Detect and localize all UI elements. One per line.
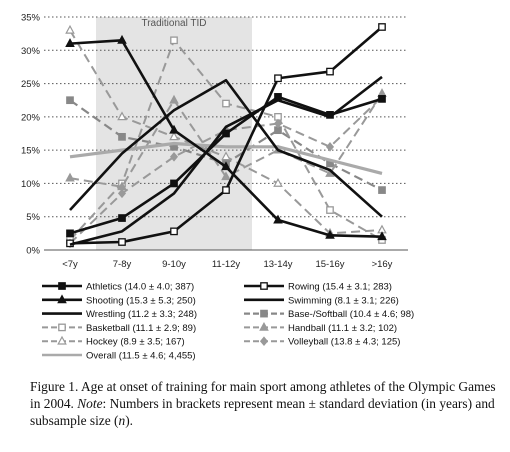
- data-point: [57, 335, 67, 345]
- y-tick-label: 35%: [21, 13, 41, 24]
- data-point: [378, 23, 386, 31]
- y-tick-label: 10%: [21, 179, 41, 190]
- series-line: [69, 78, 383, 218]
- y-tick-label: 0%: [26, 246, 40, 257]
- data-point: [58, 323, 66, 332]
- figure-caption: Figure 1. Age at onset of training for m…: [30, 378, 500, 429]
- series-5: [69, 75, 383, 246]
- legend-label: Overall (11.5 ± 4.6; 4,455): [86, 351, 196, 362]
- data-point: [117, 188, 127, 199]
- data-point: [326, 67, 334, 76]
- annotation-traditional-tid: Traditional TID: [141, 18, 206, 29]
- series-11: [69, 141, 383, 175]
- data-point: [169, 152, 179, 162]
- series-line: [69, 75, 383, 246]
- legend-item: Volleyball (13.8 ± 4.3; 125): [244, 336, 400, 348]
- legend-item: Rowing (15.4 ± 3.1; 283): [244, 282, 392, 293]
- y-tick-label: 25%: [21, 79, 41, 90]
- legend-label: Volleyball (13.8 ± 4.3; 125): [288, 337, 400, 348]
- data-point: [66, 96, 74, 105]
- data-point: [260, 282, 268, 290]
- y-tick-label: 5%: [26, 212, 40, 223]
- legend-label: Hockey (8.9 ± 3.5; 167): [86, 337, 185, 348]
- data-point: [221, 161, 231, 171]
- data-point: [377, 231, 387, 241]
- legend-label: Shooting (15.3 ± 5.3; 250): [86, 295, 196, 306]
- caption-label: Figure 1.: [30, 379, 79, 394]
- data-point: [274, 74, 282, 83]
- data-point: [170, 227, 178, 236]
- legend-label: Handball (11.1 ± 3.2; 102): [288, 323, 397, 334]
- plot-area: 0% 5% 10% 15% 20% 25% 30% 35% <7y 7-8y 9-10y 11-12y…: [21, 13, 408, 270]
- data-point: [169, 94, 179, 104]
- legend-item: Hockey (8.9 ± 3.5; 167): [42, 335, 185, 348]
- caption-n-symbol: n: [118, 413, 126, 428]
- data-point: [273, 214, 283, 224]
- data-point: [117, 111, 127, 121]
- y-tick-label: 15%: [21, 146, 41, 157]
- data-point: [169, 131, 179, 141]
- data-point: [65, 38, 75, 48]
- x-tick-label: 15-16y: [315, 259, 344, 270]
- legend-label: Athletics (14.0 ± 4.0; 387): [86, 282, 194, 293]
- data-point: [65, 24, 75, 34]
- data-point: [170, 36, 178, 45]
- legend-item: Base-/Softball (10.4 ± 4.6; 98): [244, 309, 414, 320]
- legend-label: Rowing (15.4 ± 3.1; 283): [288, 282, 392, 293]
- data-point: [66, 229, 74, 238]
- data-point: [118, 132, 126, 141]
- legend-item: Overall (11.5 ± 4.6; 4,455): [42, 351, 196, 362]
- data-point: [222, 129, 230, 138]
- data-point: [65, 172, 75, 182]
- data-point: [117, 34, 127, 44]
- data-point: [259, 321, 269, 331]
- data-point: [222, 99, 230, 108]
- legend-label: Base-/Softball (10.4 ± 4.6; 98): [288, 309, 414, 320]
- x-tick-label: 11-12y: [212, 259, 241, 270]
- data-point: [221, 171, 231, 181]
- data-point: [325, 142, 335, 152]
- data-point: [118, 214, 126, 222]
- caption-note-text: : Numbers in brackets represent mean ± s…: [30, 396, 495, 428]
- x-tick-label: <7y: [62, 259, 78, 270]
- data-point: [273, 177, 283, 187]
- caption-end: ).: [125, 413, 134, 428]
- data-point: [260, 309, 268, 318]
- data-point: [378, 186, 386, 194]
- x-tick-label: 9-10y: [162, 259, 186, 270]
- legend-item: Swimming (8.1 ± 3.1; 226): [244, 295, 399, 306]
- legend-item: Wrestling (11.2 ± 3.3; 248): [42, 309, 197, 320]
- legend-label: Wrestling (11.2 ± 3.3; 248): [86, 309, 197, 320]
- legend: Athletics (14.0 ± 4.0; 387) Rowing (15.4 …: [42, 282, 414, 362]
- figure-chart: 0% 5% 10% 15% 20% 25% 30% 35% <7y 7-8y 9-10y 11-12y…: [21, 13, 414, 362]
- data-point: [169, 124, 179, 134]
- data-point: [259, 336, 269, 346]
- data-point: [58, 282, 66, 290]
- data-point: [222, 186, 230, 194]
- data-point: [118, 238, 126, 246]
- y-tick-label: 20%: [21, 112, 41, 123]
- data-point: [326, 206, 334, 214]
- y-tick-label: 30%: [21, 46, 41, 57]
- data-point: [57, 294, 67, 304]
- x-tick-label: 13-14y: [263, 259, 292, 270]
- legend-item: Handball (11.1 ± 3.2; 102): [244, 321, 397, 334]
- legend-label: Basketball (11.1 ± 2.9; 89): [86, 323, 196, 334]
- data-point: [325, 229, 335, 239]
- data-point: [170, 179, 178, 188]
- x-tick-label: >16y: [372, 259, 393, 270]
- series-3: [65, 34, 387, 241]
- caption-note-label: Note: [77, 396, 103, 411]
- series-line: [69, 141, 383, 175]
- series-4: [69, 78, 383, 218]
- data-point: [221, 151, 231, 161]
- legend-item: Athletics (14.0 ± 4.0; 387): [42, 282, 194, 293]
- data-point: [378, 95, 386, 103]
- legend-item: Basketball (11.1 ± 2.9; 89): [42, 323, 196, 334]
- caption-text: Age at onset of training for main sport …: [30, 379, 496, 411]
- x-tick-label: 7-8y: [113, 259, 132, 270]
- data-point: [273, 118, 283, 129]
- legend-label: Swimming (8.1 ± 3.1; 226): [288, 295, 399, 306]
- legend-item: Shooting (15.3 ± 5.3; 250): [42, 294, 196, 306]
